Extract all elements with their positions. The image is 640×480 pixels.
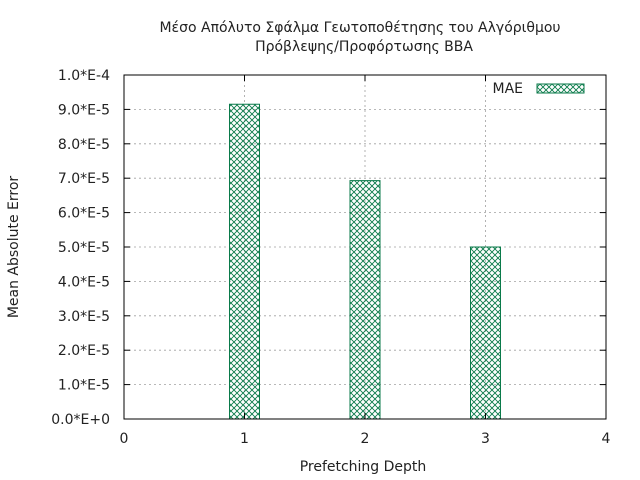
axis-ticks <box>123 74 607 420</box>
y-tick-label: 7.0*E-5 <box>58 171 110 187</box>
chart-title-line-2: Πρόβλεψης/Προφόρτωσης BBA <box>255 39 473 55</box>
bars <box>229 103 501 420</box>
x-axis-label: Prefetching Depth <box>300 459 427 475</box>
x-tick-label: 3 <box>481 431 490 447</box>
y-tick-label: 6.0*E-5 <box>58 206 110 222</box>
x-tick-label: 2 <box>361 431 370 447</box>
x-tick-label: 0 <box>120 431 129 447</box>
bar-mae <box>470 246 501 420</box>
y-tick-label: 0.0*E+0 <box>51 412 110 428</box>
legend: MAE <box>492 81 585 97</box>
legend-swatch <box>536 83 585 94</box>
x-tick-labels: 0 1 2 3 4 <box>120 431 611 447</box>
x-tick-label: 4 <box>602 431 611 447</box>
y-tick-label: 9.0*E-5 <box>58 102 110 118</box>
y-tick-label: 2.0*E-5 <box>58 343 110 359</box>
bar-mae <box>349 180 381 420</box>
chart-title-line-1: Μέσο Απόλυτο Σφάλμα Γεωτοποθέτησης του Α… <box>159 20 560 36</box>
y-axis-label: Mean Absolute Error <box>6 176 22 319</box>
legend-label: MAE <box>492 81 523 97</box>
y-tick-label: 4.0*E-5 <box>58 274 110 290</box>
y-tick-label: 8.0*E-5 <box>58 137 110 153</box>
bar-mae <box>229 103 260 420</box>
y-tick-label: 3.0*E-5 <box>58 309 110 325</box>
y-tick-label: 1.0*E-5 <box>58 378 110 394</box>
x-tick-label: 1 <box>240 431 249 447</box>
y-tick-label: 1.0*E-4 <box>58 68 110 84</box>
y-tick-labels: 0.0*E+0 1.0*E-5 2.0*E-5 3.0*E-5 4.0*E-5 5.0*E… <box>51 68 110 428</box>
y-tick-label: 5.0*E-5 <box>58 240 110 256</box>
